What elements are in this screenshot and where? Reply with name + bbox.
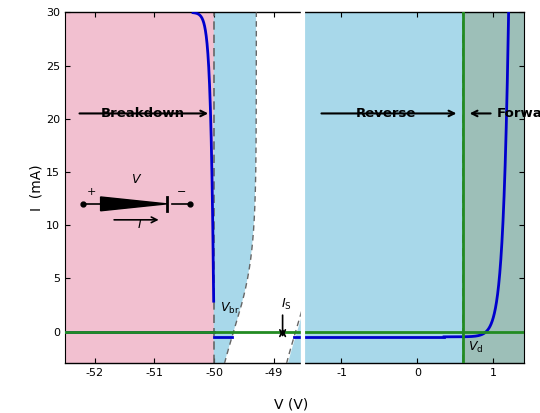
Bar xyxy=(463,12,524,363)
Text: $V$: $V$ xyxy=(131,173,142,186)
Bar xyxy=(65,12,214,363)
Bar xyxy=(303,12,463,363)
Bar xyxy=(214,12,303,363)
Text: $V_{\rm d}$: $V_{\rm d}$ xyxy=(468,339,484,355)
Text: $I_{\rm S}$: $I_{\rm S}$ xyxy=(281,297,292,312)
Y-axis label: I  (mA): I (mA) xyxy=(29,165,43,211)
Text: Forward: Forward xyxy=(497,107,540,120)
Polygon shape xyxy=(100,197,167,211)
Text: Breakdown: Breakdown xyxy=(100,107,184,120)
Text: V (V): V (V) xyxy=(274,398,309,412)
Text: $I$: $I$ xyxy=(137,218,142,231)
Text: $V_{\rm br}$: $V_{\rm br}$ xyxy=(220,301,240,316)
Text: −: − xyxy=(177,187,186,197)
Text: Reverse: Reverse xyxy=(355,107,416,120)
Text: +: + xyxy=(87,187,96,197)
